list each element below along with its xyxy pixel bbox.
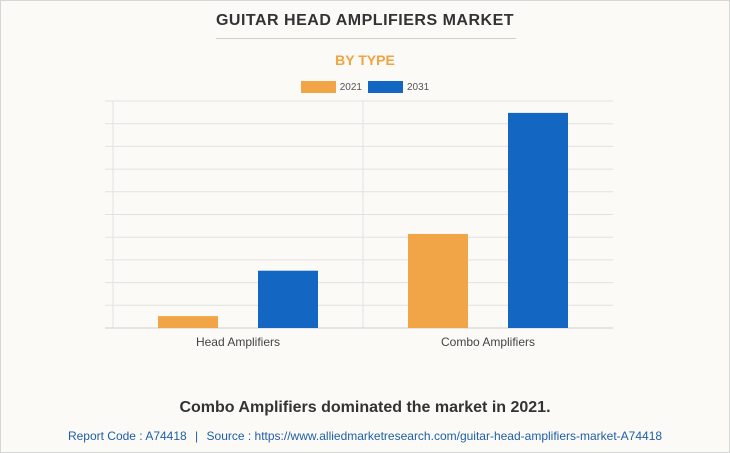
title-divider [216, 38, 516, 39]
legend-label-2031: 2031 [407, 81, 430, 93]
bar-2021-head-amplifiers [158, 316, 218, 328]
legend-label-2021: 2021 [339, 81, 362, 93]
legend-item-2021[interactable]: 2021 [300, 81, 362, 93]
chart-title: GUITAR HEAD AMPLIFIERS MARKET [215, 12, 515, 29]
bar-2031-combo-amplifiers [508, 112, 568, 328]
x-tick-label: Head Amplifiers [196, 335, 280, 349]
source-line: Report Code : A74418 | Source : https://… [1, 429, 729, 443]
source-separator: | [195, 429, 199, 443]
source-link[interactable]: Source : https://www.alliedmarketresearc… [206, 429, 663, 443]
x-tick-label: Combo Amplifiers [441, 335, 535, 349]
bar-2021-combo-amplifiers [408, 233, 468, 328]
legend-swatch-2021 [300, 81, 336, 93]
bar-2031-head-amplifiers [258, 270, 318, 328]
legend-item-2031[interactable]: 2031 [368, 81, 429, 93]
report-code: Report Code : A74418 [67, 429, 187, 443]
chart-subtitle: BY TYPE [335, 52, 395, 68]
chart-legend: 2021 2031 [1, 81, 729, 93]
legend-swatch-2031 [368, 81, 403, 93]
chart-headline: Combo Amplifiers dominated the market in… [179, 399, 551, 416]
